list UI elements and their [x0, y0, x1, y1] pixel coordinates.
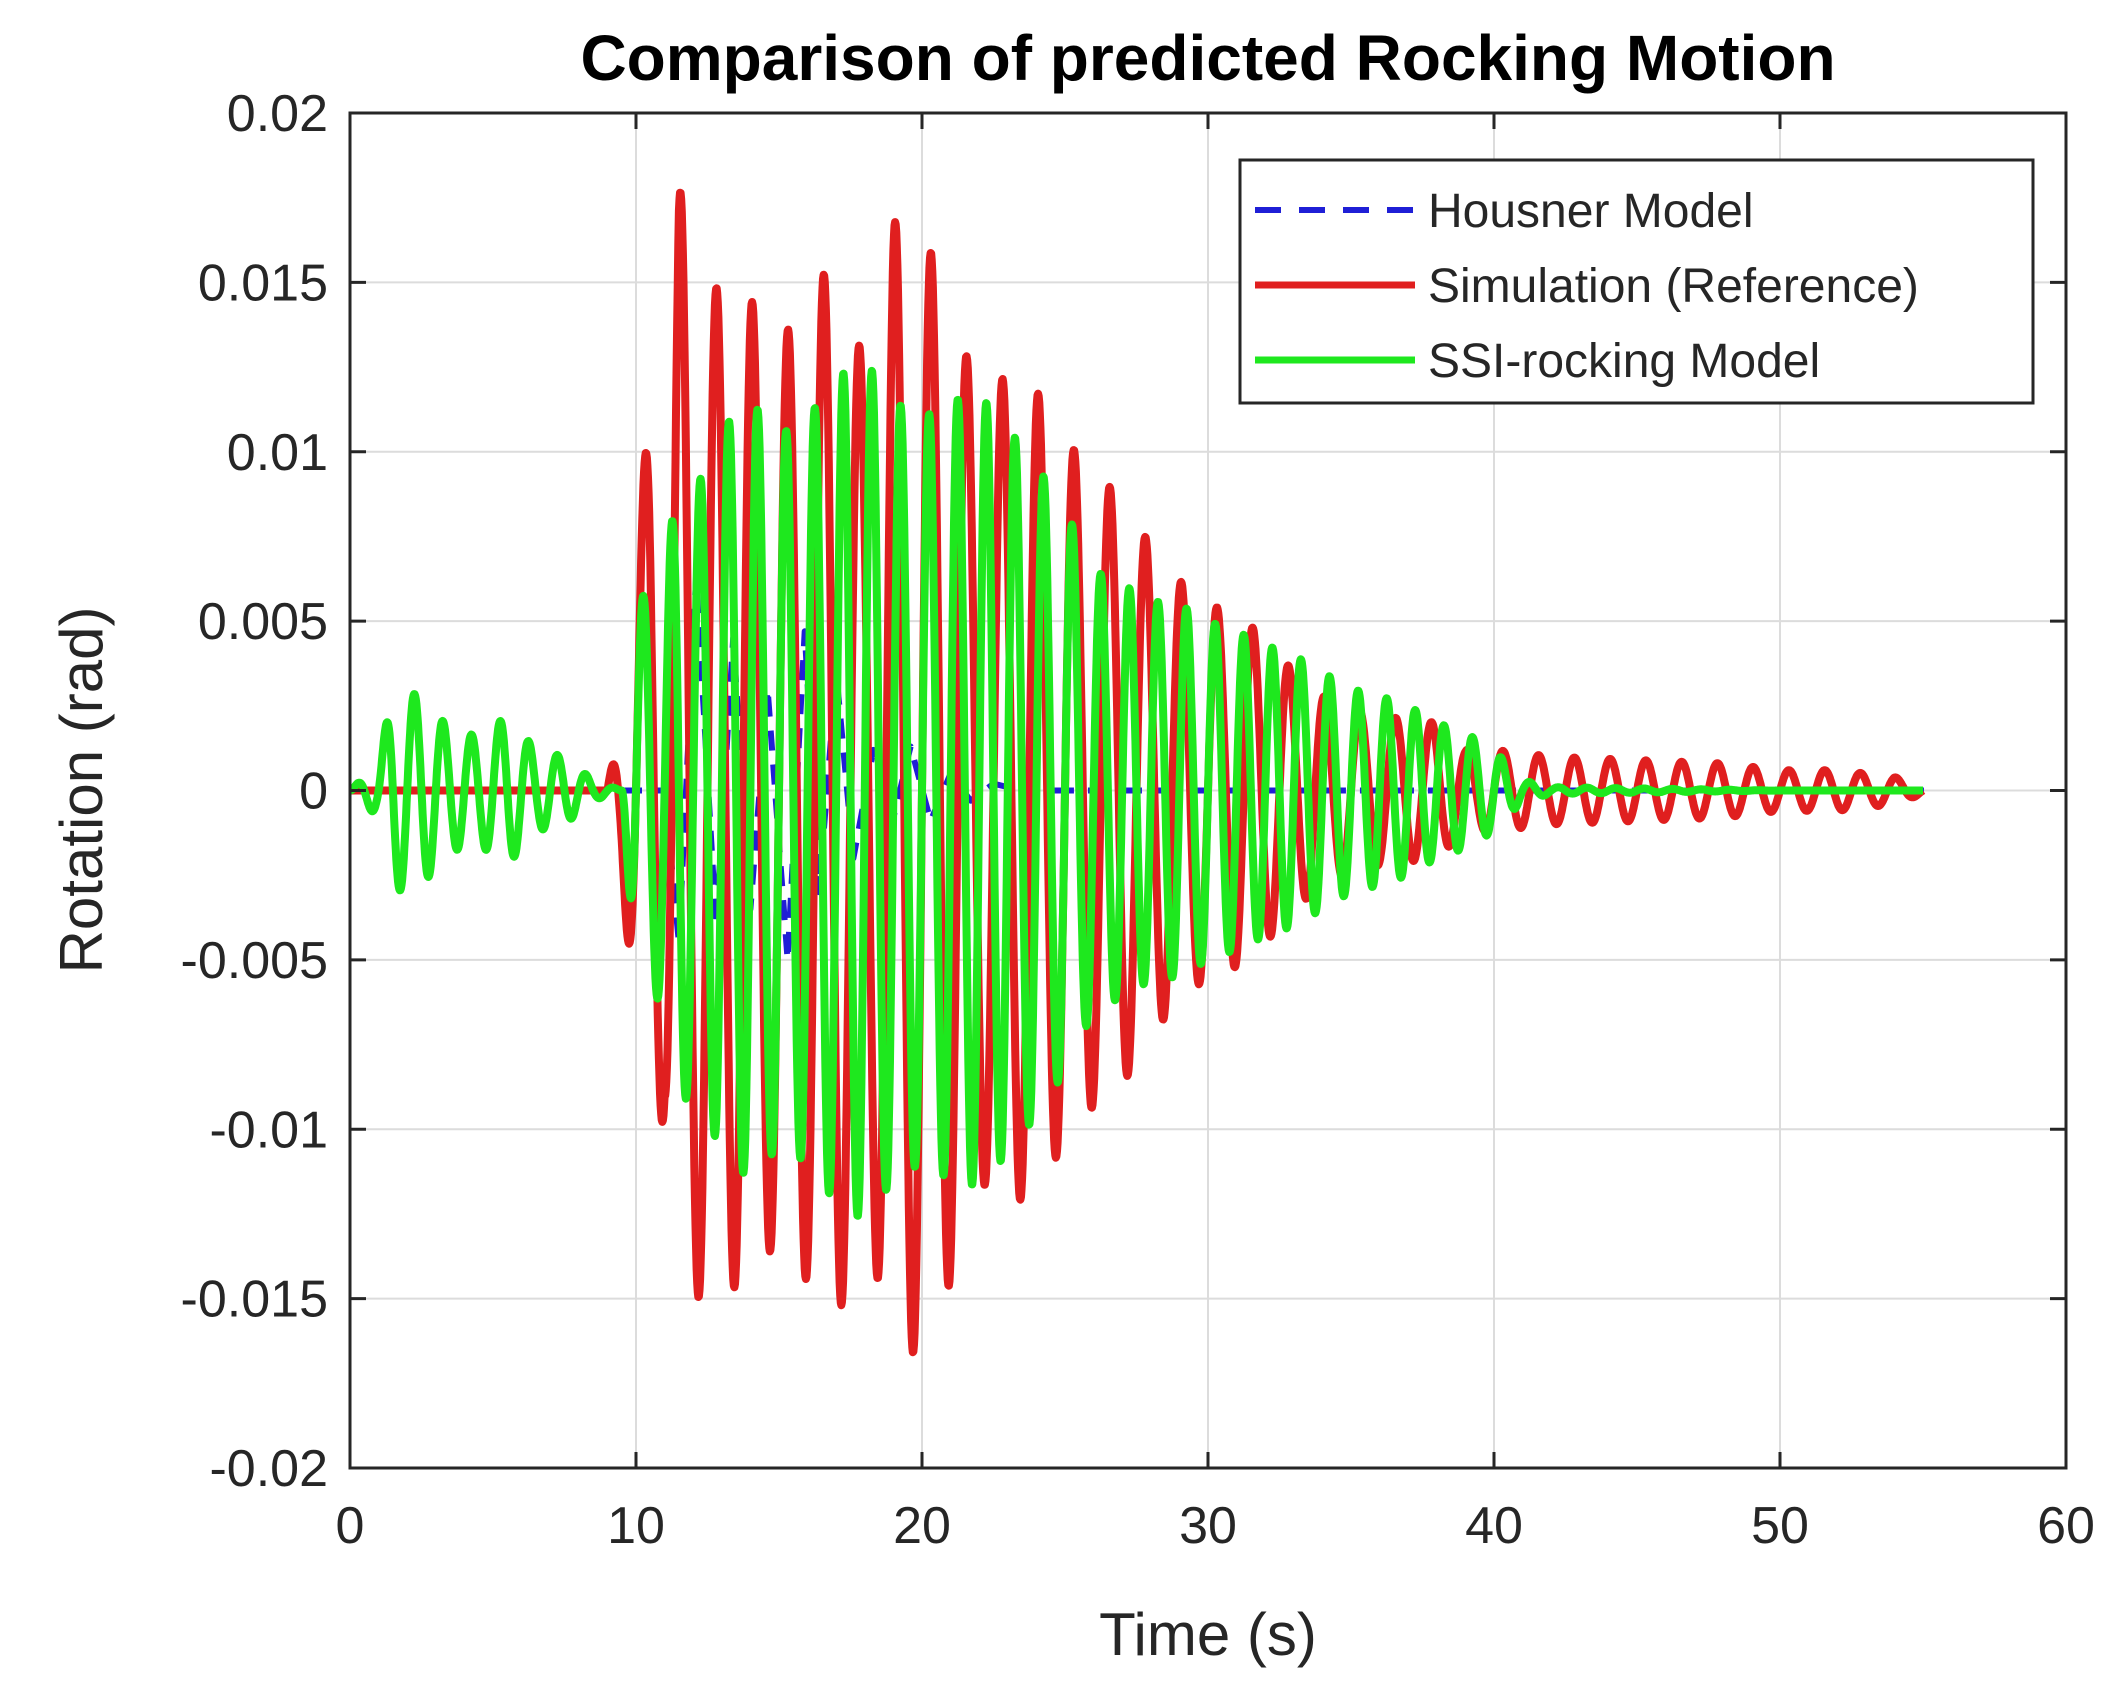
y-tick-label: 0.01: [227, 424, 328, 482]
x-tick-label: 10: [607, 1497, 665, 1555]
x-tick-label: 0: [336, 1497, 365, 1555]
y-tick-labels: 0.02 0.015 0.01 0.005 0 -0.005 -0.01 -0.015 -0.0…: [181, 85, 328, 1498]
y-tick-label: 0.005: [198, 593, 328, 651]
x-axis-label: Time (s): [1099, 1601, 1317, 1668]
x-tick-labels: 0 10 20 30 40 50 60: [336, 1497, 2095, 1555]
y-tick-label: -0.015: [181, 1271, 328, 1329]
x-tick-label: 30: [1179, 1497, 1237, 1555]
y-tick-label: 0: [299, 763, 328, 821]
axis-ticks: [348, 111, 2068, 1470]
legend-label-housner: Housner Model: [1428, 185, 1754, 238]
y-tick-label: 0.015: [198, 254, 328, 312]
x-tick-label: 40: [1465, 1497, 1523, 1555]
legend: Housner Model Simulation (Reference) SSI…: [1238, 158, 2035, 405]
legend-label-simulation: Simulation (Reference): [1428, 260, 1919, 313]
series-line-ssi: [346, 366, 1927, 1220]
y-tick-label: -0.005: [181, 932, 328, 990]
y-tick-label: -0.01: [209, 1101, 328, 1159]
legend-label-ssi: SSI-rocking Model: [1428, 335, 1820, 388]
series-layer: [346, 188, 1938, 1357]
x-tick-label: 20: [893, 1497, 951, 1555]
y-tick-label: 0.02: [227, 85, 328, 143]
y-tick-label: -0.02: [209, 1440, 328, 1498]
x-tick-label: 50: [1751, 1497, 1809, 1555]
x-tick-label: 60: [2037, 1497, 2095, 1555]
y-axis-label: Rotation (rad): [48, 607, 115, 974]
chart-title: Comparison of predicted Rocking Motion: [580, 22, 1835, 94]
